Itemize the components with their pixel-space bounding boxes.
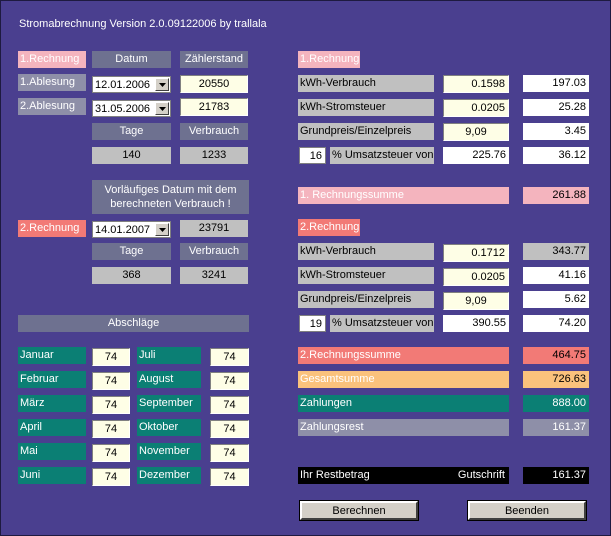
month-label-dezember: Dezember (137, 467, 201, 484)
restbetrag-label: Ihr Restbetrag (300, 469, 370, 481)
month-input-august[interactable]: 74 (210, 372, 249, 390)
month-label-juli: Juli (137, 347, 201, 364)
r1-kwh-total: 197.03 (523, 75, 589, 92)
gutschrift-label: Gutschrift (457, 469, 505, 481)
rechnung2-zaehlerstand-value: 23791 (180, 220, 248, 237)
r2-stromsteuer-label: kWh-Stromsteuer (298, 267, 434, 284)
r1-stromsteuer-input[interactable]: 0.0205 (443, 99, 509, 117)
tage2-value: 368 (92, 267, 171, 284)
ablesung2-date-value: 31.05.2006 (95, 103, 151, 115)
ablesung1-zaehlerstand-input[interactable]: 20550 (180, 75, 248, 93)
month-label-august: August (137, 371, 201, 388)
r2-kwh-total: 343.77 (523, 243, 589, 260)
zahlungsrest-label: Zahlungsrest (298, 419, 509, 436)
ablesung2-date-picker[interactable]: 31.05.2006 (92, 100, 171, 117)
month-input-maerz[interactable]: 74 (92, 396, 130, 414)
month-input-juli[interactable]: 74 (210, 348, 249, 366)
r2-sum-label: 2.Rechnungssumme (298, 347, 509, 364)
r1-grundpreis-label: Grundpreis/Einzelpreis (298, 123, 434, 140)
month-input-dezember[interactable]: 74 (210, 468, 249, 486)
r1-stromsteuer-total: 25.28 (523, 99, 589, 116)
r2-stromsteuer-total: 41.16 (523, 267, 589, 284)
r2-ust-total: 74.20 (523, 315, 589, 332)
ablesung1-label: 1.Ablesung (18, 74, 86, 91)
r1-ust-total: 36.12 (523, 147, 589, 164)
r2-kwh-price-input[interactable]: 0.1712 (443, 244, 509, 262)
col-verbrauch2-header: Verbrauch (180, 243, 248, 260)
rechnung2-date-value: 14.01.2007 (95, 224, 151, 236)
col-tage2-header: Tage (92, 243, 171, 260)
ablesung1-date-picker[interactable]: 12.01.2006 (92, 76, 171, 93)
r1-ust-percent-input[interactable]: 16 (299, 147, 326, 164)
r1-kwh-price-input[interactable]: 0.1598 (443, 75, 509, 93)
r2-ust-label: % Umsatzsteuer von (330, 315, 434, 332)
r2-sum-value: 464.75 (523, 347, 589, 364)
r2-ust-percent-input[interactable]: 19 (299, 315, 326, 332)
col-tage-header: Tage (92, 123, 171, 140)
zahlungsrest-value: 161.37 (523, 419, 589, 436)
r1-grundpreis-input[interactable]: 9,09 (443, 123, 509, 141)
r1-stromsteuer-label: kWh-Stromsteuer (298, 99, 434, 116)
chevron-down-icon[interactable] (155, 102, 169, 115)
vorlaeufiges-datum-note: Vorläufiges Datum mit dem berechneten Ve… (92, 180, 249, 214)
ablesung2-zaehlerstand-input[interactable]: 21783 (180, 98, 248, 116)
r2-kwh-label: kWh-Verbrauch (298, 243, 434, 260)
month-input-november[interactable]: 74 (210, 444, 249, 462)
gesamtsumme-value: 726.63 (523, 371, 589, 388)
r1-sum-value: 261.88 (523, 187, 589, 204)
month-label-maerz: März (18, 395, 86, 412)
rechnung2-date-picker[interactable]: 14.01.2007 (92, 221, 171, 238)
chevron-down-icon[interactable] (155, 78, 169, 91)
ablesung2-label: 2.Ablesung (18, 98, 86, 115)
month-input-februar[interactable]: 74 (92, 372, 130, 390)
month-label-mai: Mai (18, 443, 86, 460)
r2-stromsteuer-input[interactable]: 0.0205 (443, 268, 509, 286)
col-zaehlerstand-header: Zählerstand (180, 51, 248, 68)
restbetrag-bar: Ihr Restbetrag Gutschrift (298, 467, 509, 484)
r1-ust-base: 225.76 (443, 147, 509, 164)
abschlaege-header: Abschläge (18, 315, 249, 332)
r1-ust-label: % Umsatzsteuer von (330, 147, 434, 164)
restbetrag-value: 161.37 (523, 467, 589, 484)
r1-kwh-label: kWh-Verbrauch (298, 75, 434, 92)
window-title: Stromabrechnung Version 2.0.09122006 by … (19, 18, 267, 30)
month-input-oktober[interactable]: 74 (210, 420, 249, 438)
month-label-januar: Januar (18, 347, 86, 364)
r2-grundpreis-total: 5.62 (523, 291, 589, 308)
zahlungen-value: 888.00 (523, 395, 589, 412)
month-input-januar[interactable]: 74 (92, 348, 130, 366)
gesamtsumme-label: Gesamtsumme (298, 371, 509, 388)
rechnung1-label: 1.Rechnung (18, 51, 86, 68)
col-verbrauch-header: Verbrauch (180, 123, 248, 140)
berechnen-button[interactable]: Berechnen (299, 500, 419, 521)
month-label-oktober: Oktober (137, 419, 201, 436)
zahlungen-label: Zahlungen (298, 395, 509, 412)
beenden-button[interactable]: Beenden (467, 500, 587, 521)
month-input-mai[interactable]: 74 (92, 444, 130, 462)
col-datum-header: Datum (92, 51, 171, 68)
tage1-value: 140 (92, 147, 171, 164)
month-input-september[interactable]: 74 (210, 396, 249, 414)
month-label-februar: Februar (18, 371, 86, 388)
month-label-juni: Juni (18, 467, 86, 484)
rechnung2-label: 2.Rechnung (18, 220, 86, 237)
month-label-november: November (137, 443, 201, 460)
right-rechnung1-label: 1.Rechnung (298, 51, 360, 68)
month-label-september: September (137, 395, 201, 412)
r1-grundpreis-total: 3.45 (523, 123, 589, 140)
r2-grundpreis-label: Grundpreis/Einzelpreis (298, 291, 434, 308)
verbrauch1-value: 1233 (180, 147, 248, 164)
r1-sum-label: 1. Rechnungssumme (298, 187, 509, 204)
r2-grundpreis-input[interactable]: 9,09 (443, 292, 509, 310)
month-input-juni[interactable]: 74 (92, 468, 130, 486)
month-label-april: April (18, 419, 86, 436)
chevron-down-icon[interactable] (155, 223, 169, 236)
right-rechnung2-label: 2.Rechnung (298, 219, 360, 236)
verbrauch2-value: 3241 (180, 267, 248, 284)
ablesung1-date-value: 12.01.2006 (95, 79, 151, 91)
month-input-april[interactable]: 74 (92, 420, 130, 438)
r2-ust-base: 390.55 (443, 315, 509, 332)
